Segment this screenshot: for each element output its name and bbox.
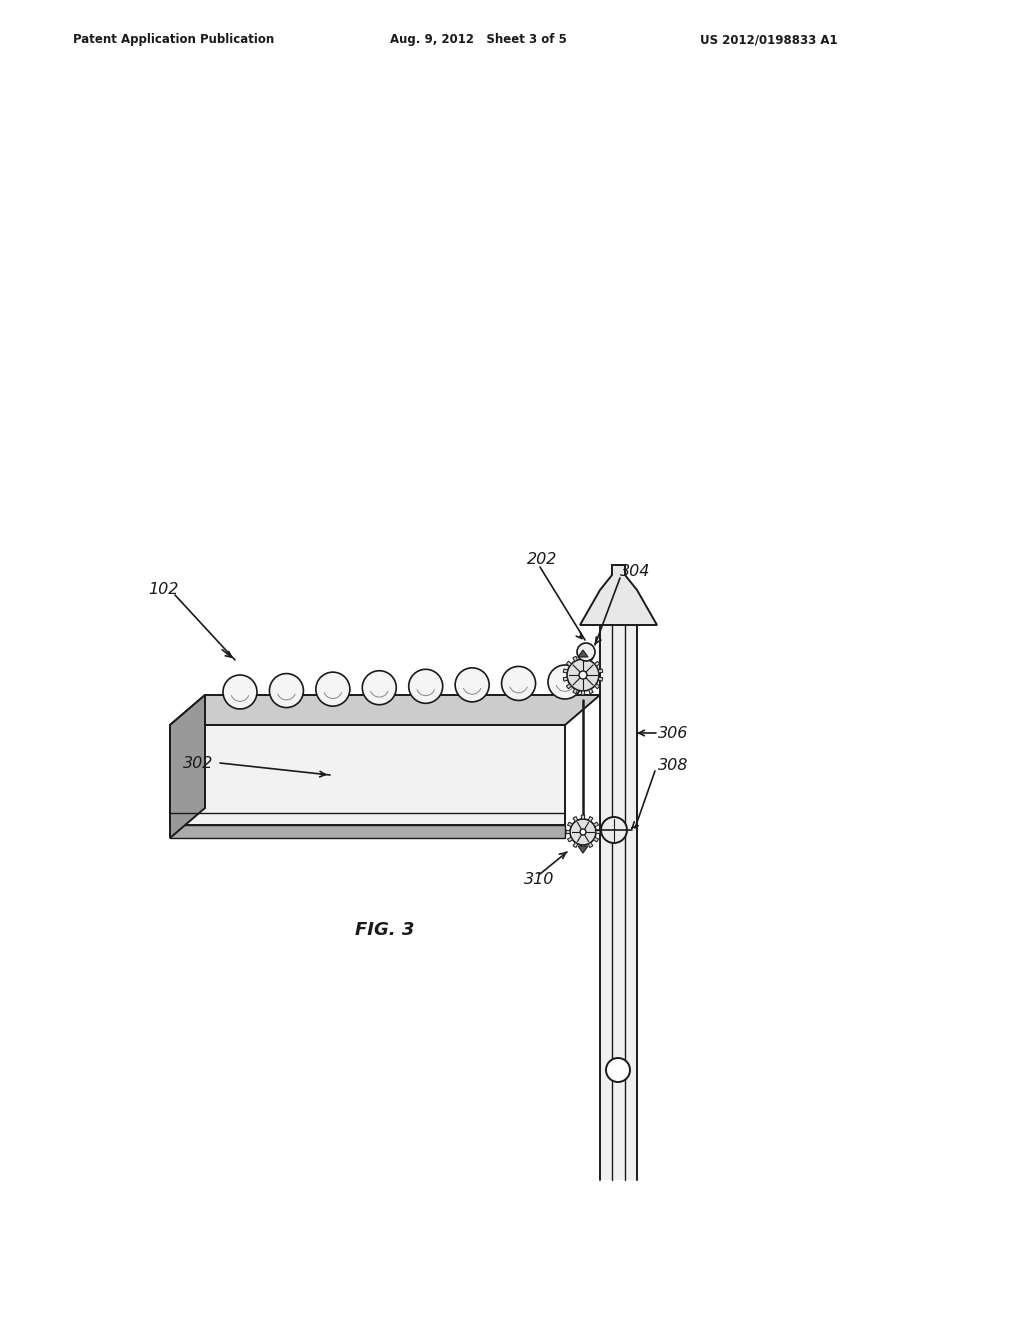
Polygon shape	[594, 837, 599, 842]
Text: Aug. 9, 2012   Sheet 3 of 5: Aug. 9, 2012 Sheet 3 of 5	[390, 33, 567, 46]
Polygon shape	[588, 842, 593, 847]
Text: 310: 310	[524, 873, 554, 887]
Text: FIG. 3: FIG. 3	[355, 921, 415, 939]
Polygon shape	[589, 689, 593, 694]
Circle shape	[548, 665, 582, 700]
Polygon shape	[572, 656, 578, 661]
Polygon shape	[170, 696, 600, 725]
Polygon shape	[572, 689, 578, 694]
Circle shape	[409, 669, 442, 704]
Text: 304: 304	[620, 565, 650, 579]
Polygon shape	[578, 649, 588, 657]
Polygon shape	[578, 846, 588, 853]
Polygon shape	[582, 655, 585, 659]
Circle shape	[570, 818, 596, 845]
Polygon shape	[567, 837, 572, 842]
Circle shape	[315, 672, 350, 706]
Polygon shape	[596, 830, 600, 834]
Polygon shape	[598, 669, 603, 673]
Polygon shape	[563, 677, 567, 681]
Polygon shape	[580, 565, 657, 624]
Polygon shape	[582, 845, 585, 849]
Polygon shape	[573, 817, 578, 821]
Circle shape	[577, 643, 595, 661]
Text: 306: 306	[658, 726, 688, 741]
Text: 308: 308	[658, 759, 688, 774]
Polygon shape	[598, 677, 603, 681]
Circle shape	[223, 675, 257, 709]
Polygon shape	[566, 684, 571, 689]
Polygon shape	[567, 822, 572, 826]
Circle shape	[362, 671, 396, 705]
Text: US 2012/0198833 A1: US 2012/0198833 A1	[700, 33, 838, 46]
Polygon shape	[600, 620, 637, 1180]
Polygon shape	[170, 725, 565, 825]
Polygon shape	[170, 825, 565, 838]
Circle shape	[455, 668, 489, 702]
Circle shape	[579, 671, 587, 678]
Polygon shape	[595, 661, 600, 667]
Polygon shape	[566, 661, 571, 667]
Text: 202: 202	[527, 553, 557, 568]
Circle shape	[502, 667, 536, 701]
Circle shape	[606, 1059, 630, 1082]
Text: 102: 102	[148, 582, 178, 598]
Polygon shape	[582, 690, 585, 694]
Text: Patent Application Publication: Patent Application Publication	[73, 33, 274, 46]
Polygon shape	[588, 817, 593, 821]
Polygon shape	[563, 669, 567, 673]
Polygon shape	[573, 842, 578, 847]
Circle shape	[580, 829, 586, 836]
Polygon shape	[594, 822, 599, 826]
Circle shape	[567, 659, 599, 690]
Circle shape	[269, 673, 303, 708]
Circle shape	[601, 817, 627, 843]
Polygon shape	[566, 830, 570, 834]
Polygon shape	[170, 696, 205, 838]
Polygon shape	[595, 684, 600, 689]
Polygon shape	[582, 814, 585, 820]
Polygon shape	[589, 656, 593, 661]
Text: 302: 302	[183, 755, 213, 771]
